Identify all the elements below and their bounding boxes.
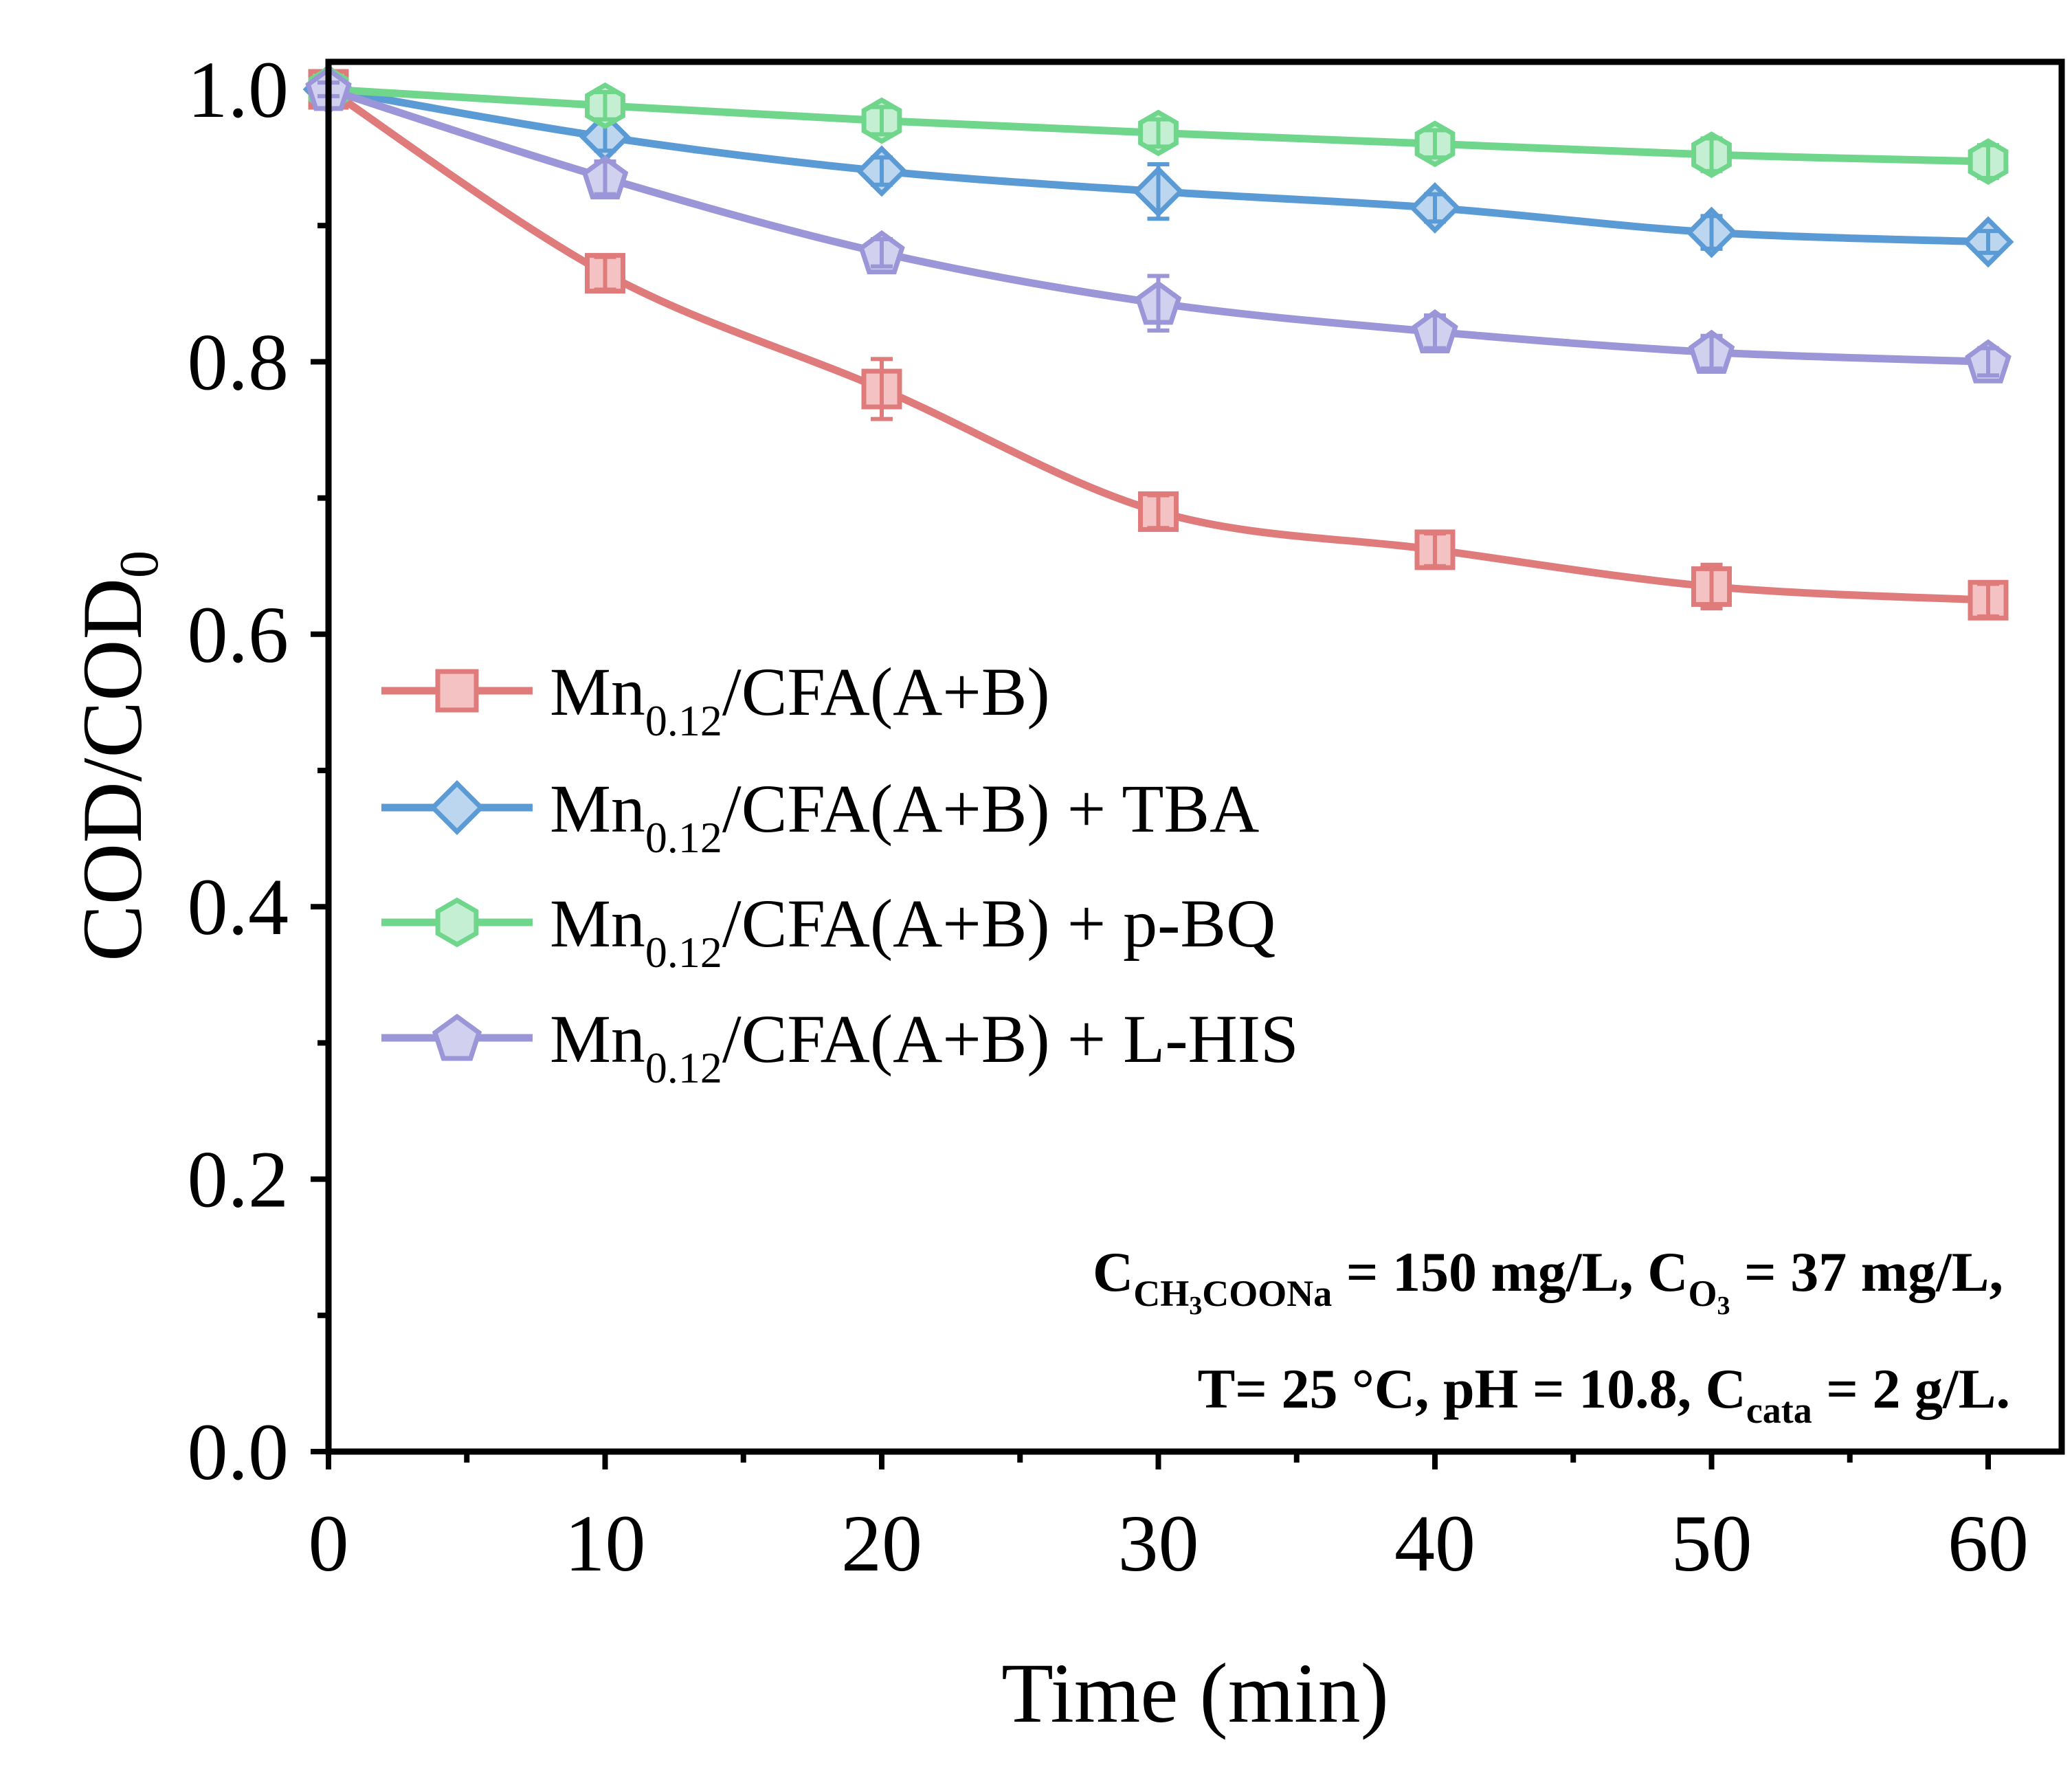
series-4 — [305, 67, 2012, 384]
legend-label-sub: 0.12 — [645, 813, 722, 862]
x-tick-labels: 0 10 20 30 40 50 60 — [309, 1498, 2029, 1588]
legend-label: Mn0.12/CFA(A+B) + TBA — [550, 770, 1259, 862]
legend-item-1: Mn0.12/CFA(A+B) — [381, 654, 1050, 745]
legend-label-sub: 0.12 — [645, 928, 722, 977]
y-axis-title: COD/COD0 — [65, 551, 170, 962]
legend-label-pre: Mn — [550, 770, 645, 847]
x-axis-title: Time (min) — [1001, 1646, 1389, 1740]
legend: Mn0.12/CFA(A+B)Mn0.12/CFA(A+B) + TBAMn0.… — [381, 654, 1299, 1092]
legend-label-post: /CFA(A+B) — [722, 654, 1050, 730]
legend-label-post: /CFA(A+B) + TBA — [722, 770, 1259, 847]
y-tick-label: 0.0 — [188, 1407, 289, 1497]
x-tick-label: 20 — [841, 1498, 922, 1588]
legend-label-pre: Mn — [550, 885, 645, 962]
legend-label-pre: Mn — [550, 1001, 645, 1077]
legend-label-post: /CFA(A+B) + p-BQ — [722, 885, 1275, 962]
series-1 — [308, 69, 2009, 621]
series-layer — [302, 63, 2014, 621]
x-tick-label: 0 — [309, 1498, 349, 1588]
y-axis-title-sub: 0 — [109, 551, 170, 578]
legend-label-sub: 0.12 — [645, 1043, 722, 1092]
legend-marker — [435, 669, 479, 713]
annotation-line-1: CCH3COONa = 150 mg/L, CO3 = 37 mg/L, — [1093, 1241, 2003, 1320]
legend-item-4: Mn0.12/CFA(A+B) + L-HIS — [381, 1001, 1299, 1092]
y-axis-title-main: COD/COD — [65, 578, 159, 962]
x-tick-label: 30 — [1118, 1498, 1199, 1588]
legend-marker — [430, 780, 484, 835]
plot-frame — [325, 58, 2065, 1455]
x-tick-label: 10 — [565, 1498, 646, 1588]
legend-label: Mn0.12/CFA(A+B) + L-HIS — [550, 1001, 1299, 1092]
y-tick-labels: 0.0 0.2 0.4 0.6 0.8 1.0 — [188, 45, 289, 1497]
legend-label: Mn0.12/CFA(A+B) + p-BQ — [550, 885, 1275, 977]
y-tick-label: 0.8 — [188, 317, 289, 407]
legend-label-sub: 0.12 — [645, 696, 722, 745]
series-2 — [302, 63, 2014, 268]
y-tick-label: 1.0 — [188, 45, 289, 135]
annotation: CCH3COONa = 150 mg/L, CO3 = 37 mg/L, T= … — [1093, 1241, 2010, 1431]
legend-label-post: /CFA(A+B) + L-HIS — [722, 1001, 1299, 1077]
y-tick-label: 0.4 — [188, 862, 289, 952]
y-tick-label: 0.6 — [188, 590, 289, 680]
legend-label: Mn0.12/CFA(A+B) — [550, 654, 1050, 745]
x-tick-label: 50 — [1671, 1498, 1752, 1588]
annotation-line-2: T= 25 °C, pH = 10.8, Ccata = 2 g/L. — [1198, 1357, 2010, 1431]
x-tick-label: 60 — [1948, 1498, 2029, 1588]
y-tick-label: 0.2 — [188, 1135, 289, 1225]
legend-marker — [432, 1013, 482, 1061]
legend-label-pre: Mn — [550, 654, 645, 730]
legend-item-3: Mn0.12/CFA(A+B) + p-BQ — [381, 885, 1275, 977]
x-tick-label: 40 — [1394, 1498, 1475, 1588]
legend-marker — [435, 897, 479, 948]
legend-item-2: Mn0.12/CFA(A+B) + TBA — [381, 770, 1259, 862]
